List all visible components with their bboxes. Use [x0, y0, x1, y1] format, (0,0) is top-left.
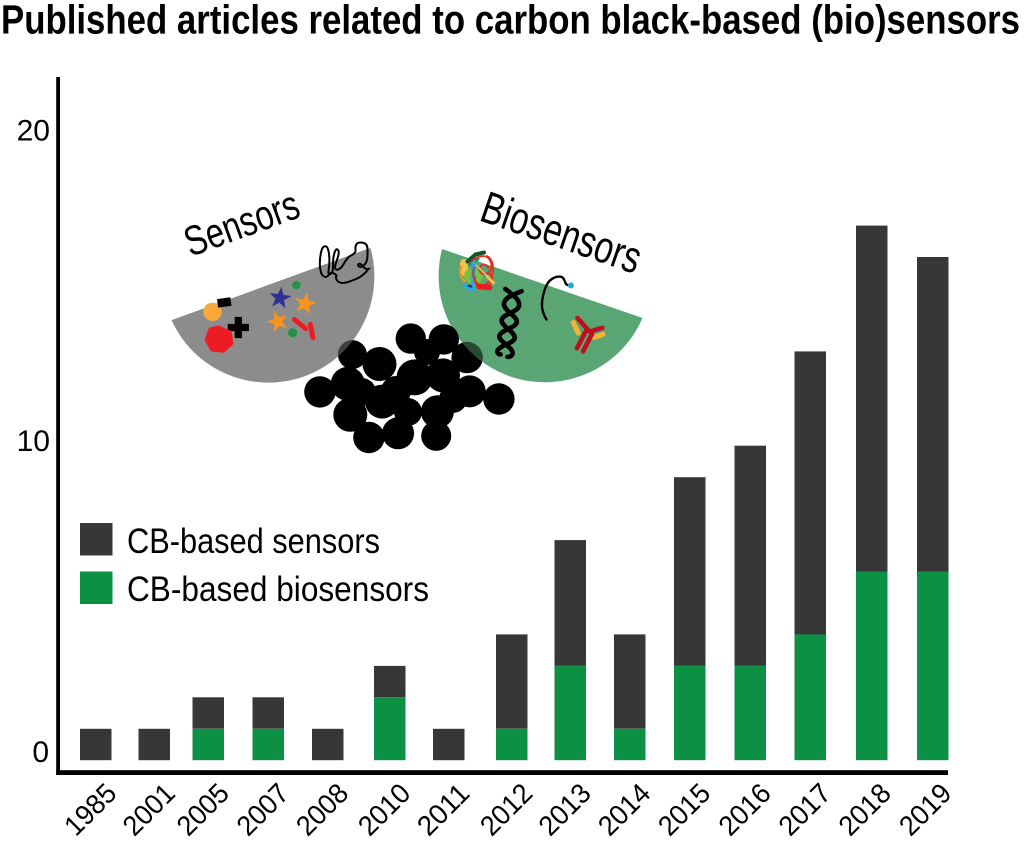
svg-text:CB-based sensors: CB-based sensors [127, 522, 380, 561]
svg-text:Published articles related to: Published articles related to carbon bla… [1, 0, 1020, 43]
svg-text:0: 0 [32, 736, 49, 769]
svg-text:CB-based biosensors: CB-based biosensors [127, 570, 429, 609]
svg-text:10: 10 [17, 425, 50, 458]
svg-text:20: 20 [17, 115, 50, 148]
